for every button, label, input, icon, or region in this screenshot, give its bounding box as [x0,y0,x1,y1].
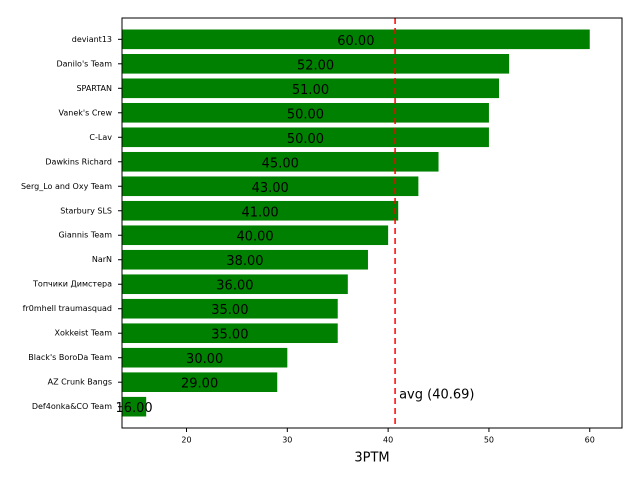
y-tick-label: Serg_Lo and Oxy Team [21,182,112,191]
y-tick-label: Dawkins Richard [45,157,112,166]
y-tick-label: Def4onka&CO Team [32,402,112,411]
value-label: 35.00 [211,328,248,343]
value-label: 50.00 [287,107,324,122]
value-label: 35.00 [211,303,248,318]
bar [122,78,500,99]
y-tick-label: deviant13 [72,35,112,44]
bar [122,396,147,417]
value-label: 29.00 [181,377,218,392]
x-axis-label: 3PTM [354,451,389,466]
bar [122,200,399,221]
bar [122,151,439,172]
y-tick-label: Danilo's Team [56,59,112,68]
value-label: 41.00 [241,205,278,220]
value-label: 30.00 [186,352,223,367]
plot-frame [121,17,623,429]
avg-label: avg (40.69) [399,388,474,403]
y-tick-label: Black's BoroDa Team [28,353,112,362]
bar [122,347,288,368]
y-tick-label: C-Lav [89,133,112,142]
value-label: 16.00 [115,401,152,416]
y-tick-label: Vanek's Crew [59,108,113,117]
y-tick-label: AZ Crunk Bangs [48,378,112,387]
value-label: 50.00 [287,132,324,147]
value-label: 38.00 [226,254,263,269]
bar [122,298,338,319]
x-tick-label: 60 [585,436,595,445]
y-tick-label: Starbury SLS [60,206,112,215]
bar [122,176,419,197]
x-tick-label: 50 [484,436,494,445]
value-label: 45.00 [262,156,299,171]
y-tick-label: SPARTAN [76,84,112,93]
value-label: 51.00 [292,83,329,98]
bar [122,372,278,392]
y-tick-label: Giannis Team [58,231,112,240]
bar [122,54,510,74]
x-tick-label: 20 [181,436,191,445]
y-tick-label: Топчики Димстера [32,280,112,289]
y-tick-label: Xokkeist Team [55,329,113,338]
x-tick-label: 30 [282,436,292,445]
bar [122,127,489,148]
bar [122,274,348,295]
x-tick-label: 40 [383,436,393,445]
value-label: 43.00 [252,181,289,196]
y-tick-label: fr0mhell traumasquad [23,304,112,313]
value-label: 60.00 [337,34,374,49]
bar [122,102,489,123]
bar [122,29,590,50]
bar [122,225,389,246]
bar [122,323,338,344]
y-tick-label: NarN [92,255,112,264]
value-label: 36.00 [216,279,253,294]
bar [122,249,368,270]
value-label: 52.00 [297,58,334,73]
value-label: 40.00 [236,230,273,245]
